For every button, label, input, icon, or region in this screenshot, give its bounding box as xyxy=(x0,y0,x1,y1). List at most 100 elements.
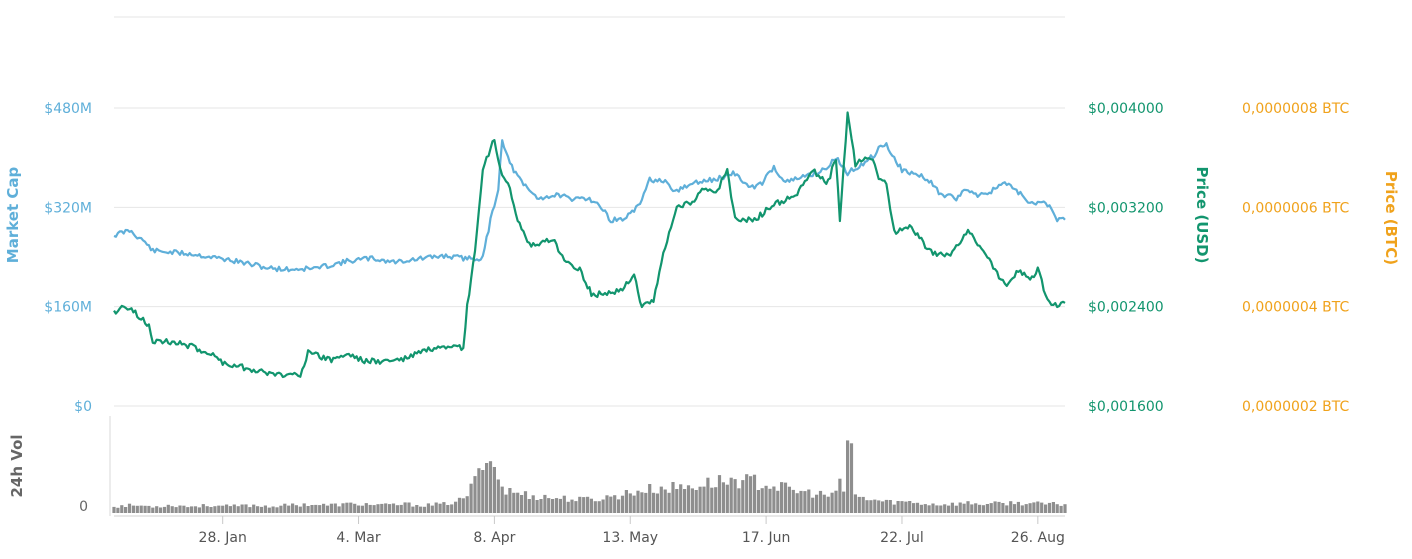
volume-bar xyxy=(391,503,396,513)
volume-bar xyxy=(888,500,892,513)
volume-bar xyxy=(302,503,306,513)
volume-bar xyxy=(314,504,318,513)
volume-bar xyxy=(869,500,873,513)
volume-bar xyxy=(694,490,698,513)
volume-bar xyxy=(527,499,531,513)
volume-bar xyxy=(904,501,908,513)
volume-bar xyxy=(900,501,904,513)
volume-bar xyxy=(1044,504,1048,513)
volume-bar xyxy=(426,503,430,513)
price-usd-axis-title: Price (USD) xyxy=(1193,167,1211,264)
volume-bar xyxy=(275,507,279,513)
volume-bar xyxy=(399,504,403,513)
volume-bar xyxy=(434,502,438,513)
volume-bar xyxy=(516,492,520,513)
volume-bar xyxy=(360,505,364,513)
volume-bar xyxy=(554,498,559,513)
volume-bar xyxy=(896,501,900,513)
volume-bar xyxy=(923,504,927,513)
volume-bar xyxy=(865,500,869,513)
volume-bar xyxy=(927,505,931,513)
volume-bar xyxy=(966,501,970,513)
volume-bar xyxy=(221,505,225,513)
volume-bar xyxy=(648,484,652,513)
volume-bar xyxy=(430,505,434,513)
volume-bar xyxy=(710,487,714,513)
volume-bar xyxy=(155,506,159,513)
volume-bar xyxy=(989,503,993,513)
x-tick-label: 8. Apr xyxy=(473,530,515,546)
volume-bar xyxy=(589,498,593,513)
volume-bar xyxy=(178,505,182,513)
volume-bar xyxy=(252,504,256,513)
volume-bar xyxy=(853,494,857,513)
volume-bar xyxy=(1055,504,1059,513)
volume-bar xyxy=(201,504,205,513)
volume-bar xyxy=(438,503,442,513)
volume-bar xyxy=(345,502,349,513)
volume-bar xyxy=(877,500,881,513)
volume-bar xyxy=(1012,504,1017,513)
volume-bar xyxy=(325,505,330,513)
volume-bar xyxy=(609,496,613,513)
volume-bar xyxy=(454,501,458,513)
volume-bar xyxy=(915,502,920,513)
volume-bar xyxy=(279,505,283,513)
volume-bar xyxy=(962,503,966,513)
price-usd-tick-label: $0,004000 xyxy=(1088,101,1164,117)
volume-bar xyxy=(353,503,357,513)
volume-bar xyxy=(170,506,174,513)
volume-bar xyxy=(197,507,201,513)
volume-bar xyxy=(240,504,244,513)
volume-bar xyxy=(159,507,163,513)
volume-bar xyxy=(341,503,345,513)
volume-bar xyxy=(349,502,353,513)
volume-bar xyxy=(205,506,209,513)
x-tick-label: 17. Jun xyxy=(742,530,791,546)
volume-bar xyxy=(822,494,826,513)
volume-bar xyxy=(512,492,516,513)
volume-bar xyxy=(570,499,574,513)
volume-bar xyxy=(717,475,722,513)
price-btc-tick-label: 0,0000004 BTC xyxy=(1242,300,1349,316)
volume-bar xyxy=(415,505,419,513)
volume-bar xyxy=(306,506,310,513)
volume-bar xyxy=(799,490,803,513)
volume-bar xyxy=(1020,505,1024,513)
volume-bar xyxy=(151,507,155,513)
volume-bar xyxy=(826,496,830,513)
volume-bar xyxy=(263,505,267,513)
volume-bar xyxy=(586,496,590,513)
volume-bar xyxy=(842,491,846,513)
volume-bar xyxy=(551,499,555,513)
volume-bar xyxy=(492,467,496,513)
volume-bar xyxy=(1063,504,1067,513)
volume-bar xyxy=(997,501,1001,513)
volume-bar xyxy=(135,505,139,513)
volume-bar xyxy=(760,488,764,513)
volume-bar xyxy=(368,504,372,513)
volume-bar xyxy=(337,506,341,513)
volume-bar xyxy=(947,505,951,513)
volume-bar xyxy=(912,503,916,513)
volume-bar xyxy=(384,503,388,513)
volume-bar xyxy=(259,506,264,513)
volume-bar xyxy=(558,498,562,513)
volume-bar xyxy=(193,506,198,513)
volume-bar xyxy=(186,507,190,513)
volume-tick-label: 0 xyxy=(79,499,88,515)
volume-bar xyxy=(787,486,791,513)
volume-bar xyxy=(741,480,745,513)
volume-bar xyxy=(593,501,597,513)
volume-bar xyxy=(535,500,539,513)
price-btc-tick-label: 0,0000006 BTC xyxy=(1242,200,1349,216)
volume-bar xyxy=(811,497,815,513)
volume-bar xyxy=(624,490,628,513)
volume-bar xyxy=(950,502,954,513)
volume-bar xyxy=(473,476,477,513)
volume-bar xyxy=(667,492,671,513)
volume-bar xyxy=(690,488,694,513)
volume-bar xyxy=(807,489,811,513)
volume-bar xyxy=(644,492,648,513)
volume-bar xyxy=(985,504,989,513)
